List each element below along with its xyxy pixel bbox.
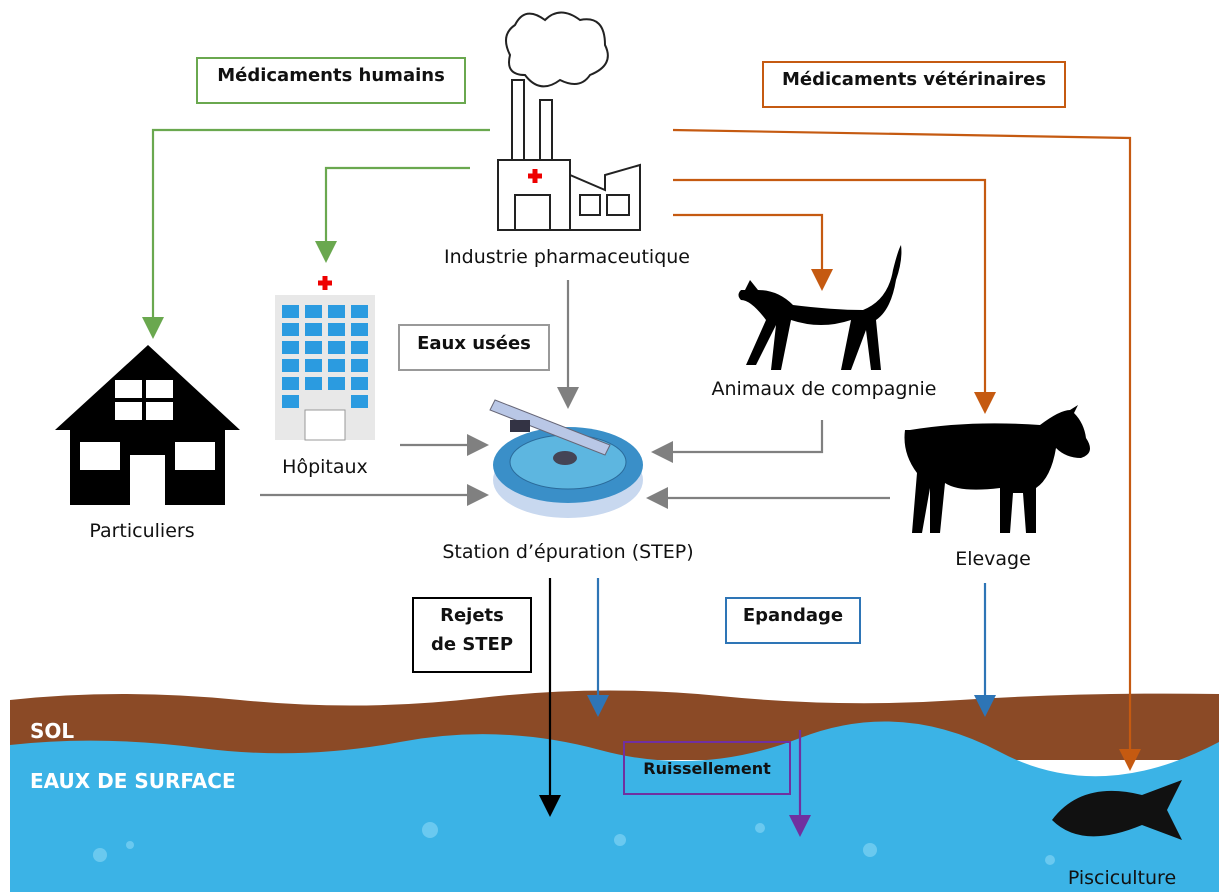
hospital-window	[328, 359, 345, 372]
fish-icon	[1052, 780, 1182, 840]
vet-drugs-label: Médicaments vétérinaires	[782, 69, 1046, 90]
runoff-box	[623, 741, 791, 795]
hospital-window	[305, 323, 322, 336]
hospital-window	[351, 305, 368, 318]
wastewater-box	[398, 324, 550, 371]
cow-icon	[904, 405, 1090, 533]
wastewater-label: Eaux usées	[417, 333, 531, 354]
households-label: Particuliers	[89, 520, 194, 542]
livestock-label: Elevage	[955, 548, 1031, 570]
step-discharge-line: Rejets	[440, 605, 504, 626]
hospital-window	[351, 323, 368, 336]
hospital-window	[351, 341, 368, 354]
hospital-window	[305, 377, 322, 390]
hospital-window	[351, 359, 368, 372]
hospitals-label: Hôpitaux	[282, 456, 368, 478]
factory-cross	[528, 169, 542, 183]
hospital-window	[305, 359, 322, 372]
human-drugs-label: Médicaments humains	[217, 65, 445, 86]
hospital-window	[282, 305, 299, 318]
house-icon	[55, 345, 240, 505]
hospital-window	[282, 341, 299, 354]
surface-water-label: EAUX DE SURFACE	[30, 769, 236, 793]
hospital-window	[328, 377, 345, 390]
soil-label: SOL	[30, 719, 74, 743]
hospital-window	[282, 377, 299, 390]
water-bubbles	[93, 822, 1055, 865]
spreading-box	[725, 597, 861, 644]
human-drugs-box	[196, 57, 466, 104]
spreading-label: Epandage	[743, 605, 843, 626]
fish-farming-label: Pisciculture	[1068, 867, 1176, 889]
cat-icon	[738, 245, 902, 370]
water-layer	[10, 721, 1219, 892]
hospital-window	[305, 341, 322, 354]
hospital-window	[351, 395, 368, 408]
hospital-window	[328, 305, 345, 318]
vet-drugs-box	[762, 61, 1066, 108]
hospital-window	[351, 377, 368, 390]
industry-label: Industrie pharmaceutique	[444, 246, 690, 268]
step-discharge-box	[412, 597, 532, 673]
hospital-window	[282, 395, 299, 408]
hospital-windows	[282, 305, 368, 408]
step-label: Station d’épuration (STEP)	[442, 541, 693, 563]
hospital-window	[328, 323, 345, 336]
arrows	[142, 128, 1141, 837]
hospital-window	[282, 323, 299, 336]
pets-label: Animaux de compagnie	[712, 378, 937, 400]
hospital-window	[282, 359, 299, 372]
step-discharge-line: de STEP	[431, 634, 513, 655]
hospital-door	[304, 409, 346, 441]
hospital-window	[305, 305, 322, 318]
hospital-window	[328, 341, 345, 354]
step-icon	[489, 399, 643, 518]
runoff-label: Ruissellement	[643, 759, 771, 778]
factory-icon	[497, 11, 641, 231]
